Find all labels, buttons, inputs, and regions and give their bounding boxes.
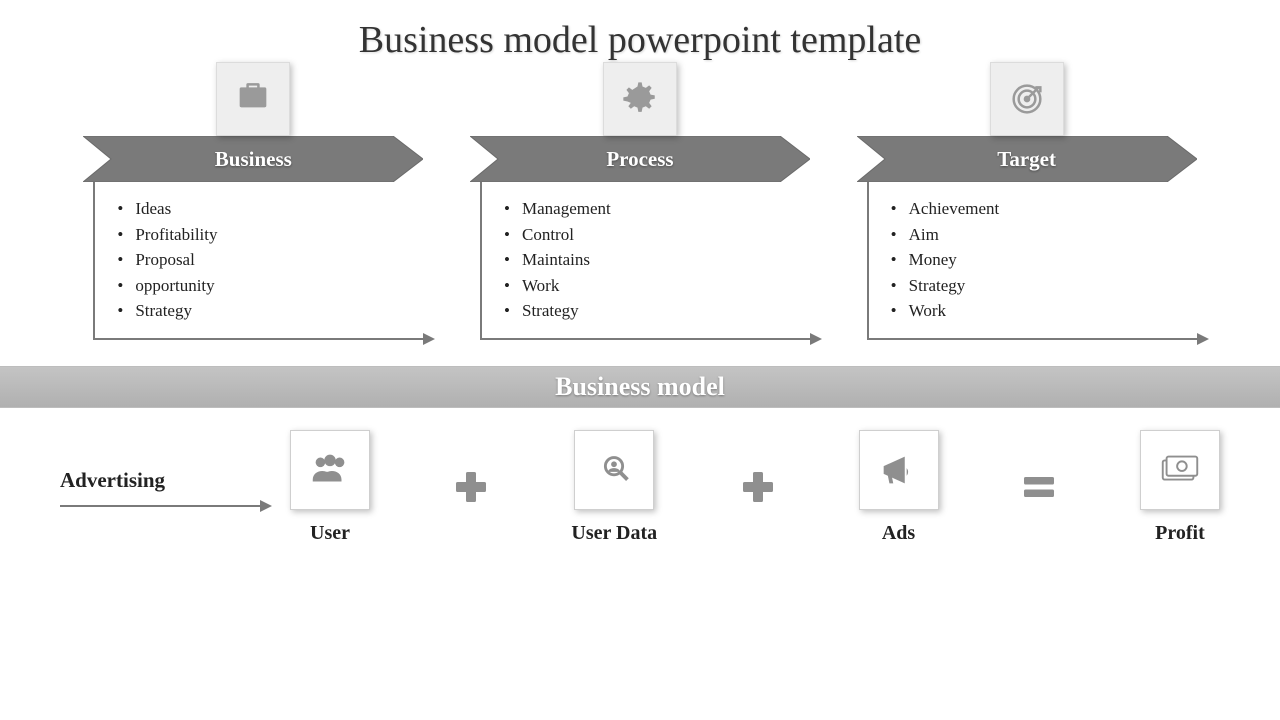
bullet-item: Strategy (891, 273, 1197, 299)
columns-row: Business Ideas Profitability Proposal op… (0, 62, 1280, 338)
briefcase-icon (216, 62, 290, 136)
advertising-label: Advertising (60, 468, 290, 493)
bullet-item: Strategy (504, 298, 810, 324)
eq-item-user: User (290, 430, 370, 545)
eq-label: Ads (882, 522, 915, 545)
bullet-item: Work (504, 273, 810, 299)
target-icon (990, 62, 1064, 136)
bullet-item: opportunity (117, 273, 423, 299)
connector-arrow (93, 338, 433, 340)
advertising-arrow (60, 505, 270, 507)
column-target: Target Achievement Aim Money Strategy Wo… (857, 102, 1197, 338)
eq-item-userdata: User Data (571, 430, 657, 545)
page-title: Business model powerpoint template (0, 0, 1280, 62)
users-icon (290, 430, 370, 510)
bullet-item: Money (891, 247, 1197, 273)
eq-label: User (310, 522, 350, 545)
bullet-item: Ideas (117, 196, 423, 222)
column-process: Process Management Control Maintains Wor… (470, 102, 810, 338)
band-label: Business model (555, 372, 725, 402)
bullet-box: Achievement Aim Money Strategy Work (867, 182, 1197, 338)
userdata-icon (574, 430, 654, 510)
bullet-item: Maintains (504, 247, 810, 273)
plus-icon (738, 467, 778, 507)
arrow-label: Process (606, 147, 673, 172)
bullet-item: Profitability (117, 222, 423, 248)
gear-icon (603, 62, 677, 136)
arrow-label: Business (215, 147, 292, 172)
section-band: Business model (0, 366, 1280, 408)
equals-icon (1019, 467, 1059, 507)
bullet-item: Control (504, 222, 810, 248)
plus-icon (451, 467, 491, 507)
arrow-label: Target (997, 147, 1056, 172)
bullet-box: Ideas Profitability Proposal opportunity… (93, 182, 423, 338)
megaphone-icon (859, 430, 939, 510)
bullet-item: Proposal (117, 247, 423, 273)
bullet-item: Strategy (117, 298, 423, 324)
bullet-item: Management (504, 196, 810, 222)
bullet-item: Aim (891, 222, 1197, 248)
advertising-block: Advertising (60, 468, 290, 507)
arrow-banner-process: Process (470, 136, 810, 182)
connector-arrow (867, 338, 1207, 340)
bullet-box: Management Control Maintains Work Strate… (480, 182, 810, 338)
eq-label: User Data (571, 522, 657, 545)
column-business: Business Ideas Profitability Proposal op… (83, 102, 423, 338)
money-icon (1140, 430, 1220, 510)
bullet-item: Achievement (891, 196, 1197, 222)
connector-arrow (480, 338, 820, 340)
bullet-item: Work (891, 298, 1197, 324)
eq-label: Profit (1155, 522, 1205, 545)
arrow-banner-business: Business (83, 136, 423, 182)
eq-item-profit: Profit (1140, 430, 1220, 545)
equation-row: Advertising User User Data Ads Profit (0, 408, 1280, 545)
eq-item-ads: Ads (859, 430, 939, 545)
arrow-banner-target: Target (857, 136, 1197, 182)
